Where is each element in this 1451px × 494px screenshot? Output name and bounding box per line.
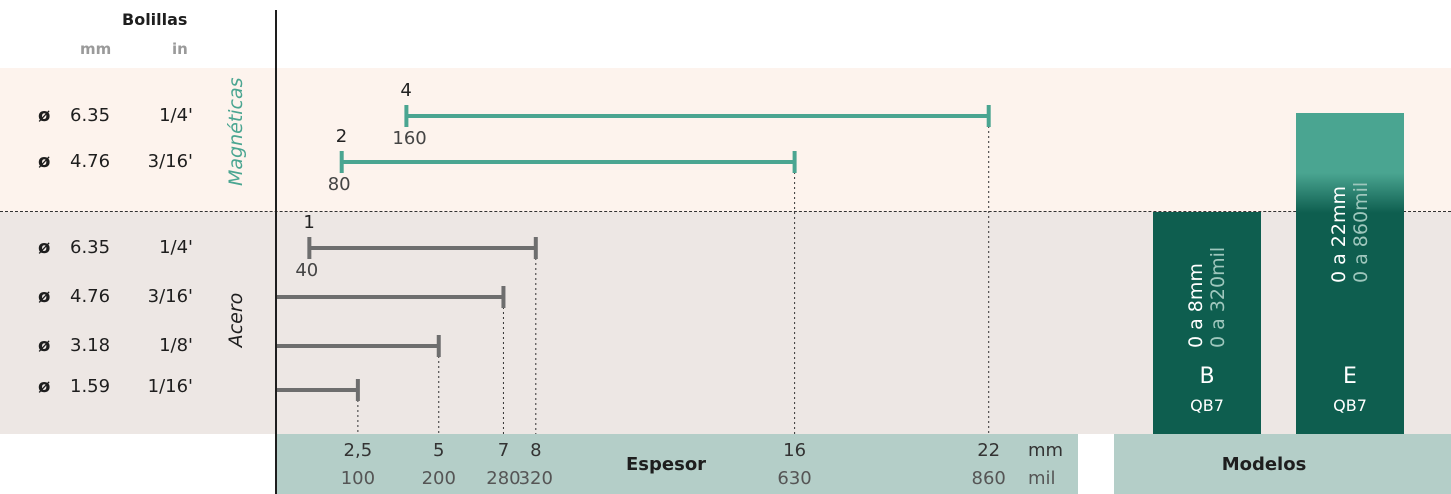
row-acero-4: ø 1.59 1/16': [0, 375, 275, 399]
row-in: 1/4': [159, 105, 193, 126]
tick-mm: 7: [497, 440, 510, 461]
magneticas-band: [0, 68, 1451, 212]
row-mag-2: ø 4.76 3/16': [0, 150, 275, 174]
model-b-range-mil: 0 a 320mil: [1207, 246, 1229, 348]
row-in: 1/16': [147, 376, 193, 397]
diameter-symbol: ø: [38, 151, 51, 172]
row-in: 1/8': [159, 335, 193, 356]
model-e-letter: E: [1343, 364, 1357, 389]
bar-start-sub: 80: [327, 174, 351, 195]
tick-mil: 860: [971, 468, 1006, 489]
bar-start-label: 2: [335, 126, 348, 147]
row-acero-3: ø 3.18 1/8': [0, 334, 275, 358]
row-mm: 3.18: [70, 335, 111, 356]
model-b-box[interactable]: 0 a 8mm 0 a 320mil B QB7: [1153, 212, 1261, 434]
model-e-box[interactable]: 0 a 22mm 0 a 860mil E QB7: [1296, 113, 1404, 434]
tick-mm: 22: [977, 440, 1001, 461]
row-mm: 6.35: [70, 237, 111, 258]
row-mm: 4.76: [70, 286, 111, 307]
tick-mm: 5: [433, 440, 445, 461]
bar-start-label: 4: [400, 80, 412, 101]
group-divider: [0, 211, 1451, 212]
diameter-symbol: ø: [38, 376, 51, 397]
model-b-range-mm: 0 a 8mm: [1185, 263, 1207, 348]
tick-mil: 100: [340, 468, 376, 489]
tick-mil: 630: [777, 468, 812, 489]
model-b-code: QB7: [1190, 396, 1224, 415]
row-mm: 1.59: [70, 376, 111, 397]
tick-mil: 280: [486, 468, 521, 489]
row-in: 3/16': [147, 151, 193, 172]
header-mm: mm: [80, 40, 112, 58]
row-mag-1: ø 6.35 1/4': [0, 104, 275, 128]
header-title: Bolillas: [122, 10, 188, 29]
model-b-letter: B: [1199, 364, 1215, 389]
tick-mm: 8: [530, 440, 542, 461]
tick-mil: 200: [421, 468, 456, 489]
row-acero-2: ø 4.76 3/16': [0, 285, 275, 309]
model-e-range-mil: 0 a 860mil: [1350, 181, 1372, 283]
bar-start-sub: 40: [295, 260, 319, 281]
model-e-range-mm: 0 a 22mm: [1328, 185, 1350, 283]
bar-start-sub: 160: [392, 128, 427, 149]
unit-mm: mm: [1028, 440, 1064, 461]
diameter-symbol: ø: [38, 335, 51, 356]
axis-title: Espesor: [626, 454, 707, 475]
tick-mil: 320: [518, 468, 553, 489]
row-acero-1: ø 6.35 1/4': [0, 236, 275, 260]
header-in: in: [172, 40, 188, 58]
diameter-symbol: ø: [38, 105, 51, 126]
tick-mm: 16: [783, 440, 807, 461]
modelos-title: Modelos: [1221, 454, 1307, 475]
y-axis-line: [275, 10, 277, 494]
bar-start-label: 1: [303, 212, 315, 233]
espesor-axis-bar: [277, 434, 1078, 494]
diameter-symbol: ø: [38, 237, 51, 258]
unit-mil: mil: [1028, 468, 1056, 489]
row-labels: ø 6.35 1/4' ø 4.76 3/16' ø 6.35 1/4' ø 4…: [0, 0, 275, 494]
row-mm: 6.35: [70, 105, 111, 126]
tick-mm: 2,5: [343, 440, 373, 461]
row-in: 3/16': [147, 286, 193, 307]
modelos-bar: [1114, 434, 1451, 494]
row-in: 1/4': [159, 237, 193, 258]
diameter-symbol: ø: [38, 286, 51, 307]
model-e-code: QB7: [1333, 396, 1367, 415]
row-mm: 4.76: [70, 151, 111, 172]
